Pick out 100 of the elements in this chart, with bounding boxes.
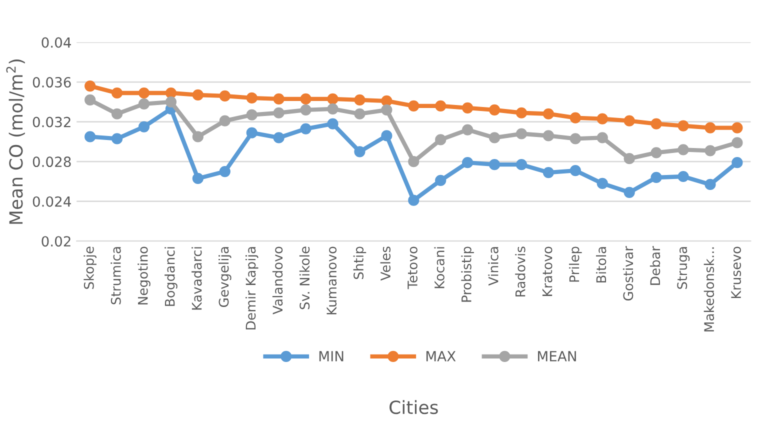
point: [596, 178, 608, 190]
point: [165, 87, 177, 99]
point: [354, 94, 366, 106]
point: [219, 166, 230, 178]
point: [354, 146, 366, 158]
point: [408, 100, 420, 112]
point: [192, 131, 204, 142]
point: [462, 124, 474, 136]
y-tick-label: 0.032: [32, 116, 70, 128]
point: [596, 113, 608, 124]
x-tick-label: Struga: [677, 247, 690, 289]
point: [138, 87, 150, 99]
x-tick-label: Tetovo: [408, 246, 418, 290]
point: [650, 172, 662, 184]
point: [327, 103, 338, 114]
point: [542, 130, 554, 142]
point: [138, 121, 150, 132]
point: [462, 102, 474, 114]
y-tick-label: 0.028: [32, 156, 71, 168]
point: [435, 174, 446, 186]
x-tick-label: Makedonsk...: [704, 247, 714, 332]
point: [704, 145, 716, 156]
point: [542, 108, 554, 120]
point: [542, 166, 554, 178]
point: [84, 80, 96, 92]
x-tick-label: Valandovo: [272, 246, 283, 314]
x-tick-label: Negotino: [138, 246, 150, 304]
point: [300, 104, 312, 116]
y-axis-title: Mean CO (mol/m$^{2}$): [6, 60, 25, 224]
point: [246, 127, 258, 138]
point: [704, 178, 716, 190]
x-tick-label: Kocani: [434, 247, 444, 288]
point: [488, 104, 500, 116]
point: [678, 144, 689, 156]
point: [219, 115, 230, 126]
point: [732, 122, 743, 134]
point: [462, 157, 474, 168]
point: [488, 159, 500, 170]
legend-label: MIN: [319, 351, 344, 362]
x-tick-label: Probistip: [461, 246, 474, 302]
point: [273, 107, 284, 118]
point: [381, 130, 392, 142]
point: [246, 92, 258, 104]
y-tick-label: 0.02: [42, 236, 70, 247]
x-tick-label: Prilep: [569, 246, 582, 282]
point: [435, 134, 446, 146]
point: [111, 133, 123, 144]
x-tick-label: Bitola: [596, 247, 606, 282]
point: [300, 123, 312, 134]
point: [516, 107, 528, 118]
x-tick-label: Gostivar: [622, 246, 634, 301]
y-tick-label: 0.036: [32, 77, 71, 88]
point: [650, 147, 662, 158]
point: [354, 108, 366, 120]
x-tick-label: Vinica: [488, 247, 498, 286]
x-tick-label: Skopje: [84, 246, 96, 289]
point: [624, 115, 635, 126]
point: [273, 132, 284, 144]
point: [650, 118, 662, 130]
x-tick-label: Krusevo: [731, 246, 742, 298]
point: [381, 104, 392, 116]
x-tick-label: Kavadarci: [192, 247, 202, 310]
x-tick-label: Strumica: [110, 247, 121, 304]
point: [624, 186, 635, 198]
point: [138, 98, 150, 110]
point: [408, 194, 420, 206]
x-tick-label: Radovis: [515, 246, 526, 296]
point: [678, 120, 689, 132]
x-tick-label: Sv. Nikole: [299, 246, 310, 310]
x-tick-label: Demir Kapija: [245, 247, 258, 330]
point: [192, 172, 204, 184]
point: [516, 159, 528, 170]
point: [84, 131, 96, 142]
point: [408, 156, 420, 168]
legend-label: MAX: [426, 351, 456, 362]
point: [516, 128, 528, 140]
point: [381, 95, 392, 107]
point: [192, 89, 204, 101]
x-tick-label: Kumanovo: [326, 246, 337, 314]
x-tick-label: Veles: [380, 246, 391, 281]
x-tick-label: Gevgelija: [218, 247, 232, 307]
point: [678, 170, 689, 182]
y-tick-label: 0.024: [32, 196, 71, 207]
point: [84, 94, 96, 106]
point: [327, 93, 338, 105]
point: [704, 122, 716, 134]
point: [111, 87, 123, 99]
y-tick-label: 0.04: [42, 37, 71, 48]
point: [570, 133, 581, 144]
point: [732, 137, 743, 148]
point: [570, 164, 581, 176]
point: [435, 100, 446, 112]
x-axis-title: Cities: [390, 400, 438, 414]
point: [219, 90, 230, 102]
point: [732, 157, 743, 168]
point: [246, 109, 258, 120]
x-tick-label: Kratovo: [542, 246, 552, 296]
point: [570, 112, 581, 124]
x-tick-label: Debar: [650, 246, 660, 285]
point: [596, 132, 608, 144]
